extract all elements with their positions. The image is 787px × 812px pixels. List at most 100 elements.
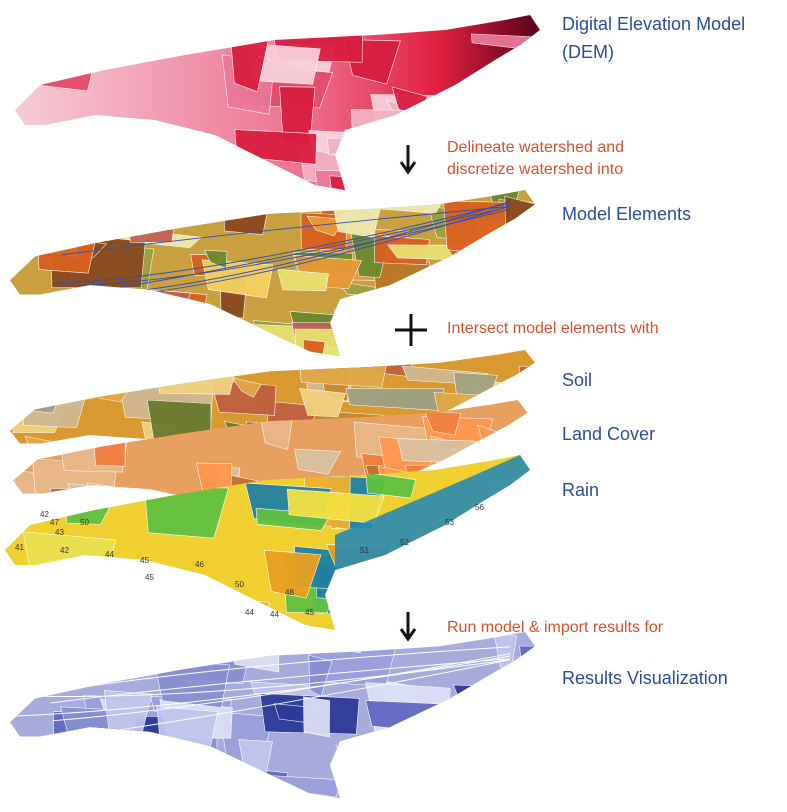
layer-label: Rain (562, 480, 599, 500)
map-patch (365, 472, 416, 499)
rain-value: 51 (360, 546, 369, 555)
stream (55, 208, 511, 287)
rain-value: 47 (50, 518, 59, 527)
map-patch (109, 601, 165, 630)
stream (52, 646, 511, 693)
map-fill (10, 632, 535, 799)
map-patch (61, 488, 116, 509)
stream (15, 655, 511, 717)
map-patch (110, 587, 197, 611)
map-patch (159, 624, 198, 630)
map-patch (397, 438, 480, 464)
map-patch (526, 648, 535, 697)
step-label: discretize watershed into (447, 161, 623, 178)
map-patch (343, 299, 430, 355)
map-patch (51, 758, 114, 799)
map-patch (518, 471, 535, 499)
map-patch (142, 288, 192, 329)
map-patch (238, 739, 274, 784)
map-patch (446, 246, 477, 270)
layer-label: Model Elements (562, 204, 691, 224)
map-patch (520, 378, 535, 430)
rain-value: 50 (235, 580, 244, 589)
rain-value: 50 (80, 518, 89, 527)
map-patch (116, 357, 170, 374)
map-patch (350, 109, 410, 175)
map-patch (105, 324, 154, 357)
map-patch (103, 690, 153, 744)
rain-value: 53 (445, 518, 454, 527)
map-patch (29, 602, 106, 630)
map-patch (223, 202, 269, 235)
map-patch (135, 168, 194, 190)
map-patch (234, 129, 318, 165)
map-patch (50, 488, 140, 506)
map-patch (30, 652, 106, 672)
map-patch (142, 288, 207, 349)
map-patch (503, 82, 540, 111)
stream (61, 205, 511, 256)
stream (52, 653, 511, 722)
stream (52, 202, 511, 284)
layer-label: Results Visualization (562, 668, 728, 688)
map-patch (400, 726, 483, 759)
map-patch (520, 398, 535, 432)
map-fill (15, 15, 540, 190)
map-patch (493, 793, 535, 799)
rain-value: 52 (400, 538, 409, 547)
map-layer (10, 632, 535, 799)
rain-value: 44 (270, 610, 279, 619)
map-layer (15, 15, 540, 190)
map-patch (515, 692, 535, 727)
map-patch (504, 195, 535, 252)
map-patch (263, 549, 322, 599)
map-patch (299, 388, 346, 418)
map-patch (65, 638, 102, 669)
map-patch (521, 571, 530, 591)
map-patch (431, 290, 521, 347)
map-patch (154, 351, 241, 395)
map-patch (153, 659, 230, 708)
map-patch (28, 595, 125, 630)
map-patch (277, 268, 329, 292)
map-patch (130, 599, 168, 630)
map-patch (314, 169, 409, 190)
rain-value: 56 (475, 503, 484, 512)
map-patch (350, 587, 400, 630)
dem-label: Digital Elevation Model (562, 14, 745, 34)
rain-value: 43 (55, 528, 64, 537)
map-patch (306, 215, 345, 237)
map-patch (492, 507, 530, 527)
rain-value: 42 (60, 546, 69, 555)
map-patch (163, 312, 230, 329)
map-patch (497, 281, 535, 307)
rain-value: 41 (15, 543, 24, 552)
map-patch (87, 591, 181, 622)
map-patch (69, 289, 150, 309)
map-patch (86, 482, 114, 505)
rain-value: 44 (245, 608, 254, 617)
map-patch (495, 785, 535, 799)
map-patch (301, 632, 366, 653)
map-patch (251, 190, 283, 209)
rain-value: 45 (140, 556, 149, 565)
layer-label: Soil (562, 370, 592, 390)
map-patch (141, 332, 232, 357)
map-patch (396, 294, 439, 314)
map-patch (156, 706, 219, 763)
layer-label: Land Cover (562, 424, 655, 444)
map-patch (327, 137, 420, 156)
map-patch (36, 233, 98, 274)
map-patch (449, 703, 520, 749)
down-arrow (399, 145, 417, 175)
map-patch (498, 786, 535, 799)
map-patch (231, 377, 262, 398)
map-patch (48, 563, 112, 627)
map-patch (334, 311, 357, 357)
map-patch (93, 172, 156, 190)
rain-zone (335, 455, 530, 570)
map-patch (15, 171, 59, 190)
map-patch (29, 348, 89, 357)
map-patch (128, 753, 161, 771)
